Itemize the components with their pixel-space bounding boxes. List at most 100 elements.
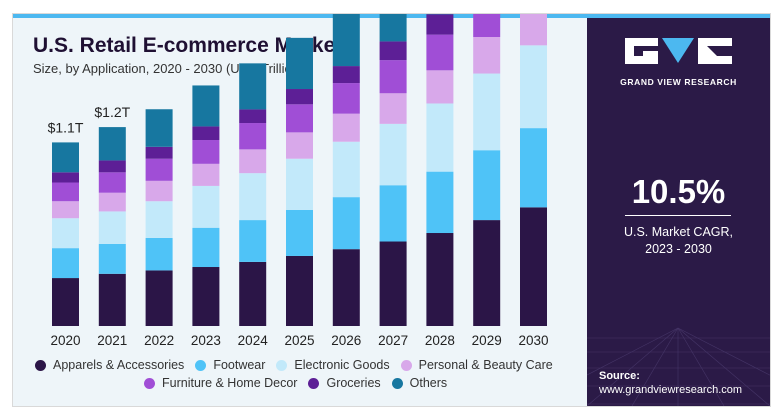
bar-segment-2025-footwear (286, 209, 313, 256)
bar-segment-2027-footwear (379, 185, 407, 242)
bar-segment-2029-furniture-home-decor (473, 14, 501, 37)
bar-segment-2023-others (192, 85, 220, 127)
bar-segment-2022-electronic-goods (145, 201, 173, 238)
legend-label: Footwear (213, 358, 266, 372)
bar-segment-2024-footwear (239, 220, 267, 262)
legend-label: Apparels & Accessories (53, 358, 185, 372)
legend-swatch-icon (195, 359, 207, 371)
bar-segment-2030-personal-beauty-care (520, 14, 547, 46)
legend-label: Electronic Goods (294, 358, 390, 372)
bar-segment-2027-groceries (379, 41, 407, 61)
bar-segment-2022-groceries (145, 146, 173, 159)
bar-segment-2022-footwear (145, 237, 173, 271)
bar-segment-2021-furniture-home-decor (98, 172, 126, 193)
bar-segment-2026-personal-beauty-care (332, 113, 360, 142)
data-label-2020: $1.1T (48, 119, 84, 135)
bar-segment-2027-personal-beauty-care (379, 93, 407, 124)
chart-title: U.S. Retail E-commerce Market (33, 34, 343, 57)
cagr-divider (625, 215, 731, 216)
source-url: www.grandviewresearch.com (599, 384, 743, 396)
bar-segment-2021-others (98, 127, 126, 161)
legend-label: Personal & Beauty Care (418, 358, 553, 372)
cagr-label: U.S. Market CAGR, 2023 - 2030 (587, 224, 770, 258)
bar-segment-2026-groceries (332, 66, 360, 84)
bar-segment-2021-personal-beauty-care (98, 192, 126, 212)
bar-segment-2021-groceries (98, 160, 126, 173)
x-tick-label-2020: 2020 (50, 333, 80, 348)
bar-segment-2024-apparels-accessories (239, 261, 267, 326)
bar-segment-2021-footwear (98, 243, 126, 274)
source-title: Source: (599, 370, 640, 382)
bar-segment-2028-groceries (426, 14, 454, 35)
legend-swatch-icon (400, 359, 412, 371)
bar-segment-2030-footwear (520, 128, 547, 208)
bar-segment-2028-personal-beauty-care (426, 70, 454, 104)
bar-segment-2030-electronic-goods (520, 45, 547, 129)
bar-segment-2027-apparels-accessories (379, 241, 407, 326)
bar-segment-2027-others (379, 14, 407, 42)
cagr-label-line2: 2023 - 2030 (645, 242, 712, 256)
bar-segment-2023-apparels-accessories (192, 267, 220, 326)
bar-segment-2030-apparels-accessories (520, 207, 547, 326)
bar-segment-2026-footwear (332, 197, 360, 250)
legend-swatch-icon (308, 377, 320, 389)
bar-segment-2023-electronic-goods (192, 185, 220, 228)
x-tick-label-2030: 2030 (518, 333, 548, 348)
data-label-2021: $1.2T (94, 104, 130, 120)
legend-item-personal-beauty-care: Personal & Beauty Care (400, 358, 553, 372)
bar-segment-2022-furniture-home-decor (145, 158, 173, 181)
bar-segment-2020-apparels-accessories (52, 278, 79, 326)
grand-view-research-logo (625, 38, 732, 64)
brand-sidebar: GRAND VIEW RESEARCH 10.5% U.S. Market CA… (587, 18, 770, 406)
legend-row-2: Furniture & Home Decor Groceries Others (144, 376, 458, 390)
bar-segment-2024-others (239, 63, 267, 110)
x-tick-label-2029: 2029 (472, 333, 502, 348)
bar-segment-2029-apparels-accessories (473, 220, 501, 326)
legend-item-apparels-accessories: Apparels & Accessories (35, 358, 184, 372)
bar-segment-2020-furniture-home-decor (52, 182, 79, 202)
bar-segment-2020-personal-beauty-care (52, 201, 79, 219)
bar-segment-2022-apparels-accessories (145, 270, 173, 326)
bar-segment-2024-furniture-home-decor (239, 123, 267, 150)
bar-segment-2025-personal-beauty-care (286, 132, 313, 159)
bar-segment-2020-electronic-goods (52, 218, 79, 249)
bar-segment-2027-electronic-goods (379, 123, 407, 186)
bar-segment-2026-furniture-home-decor (332, 83, 360, 114)
bar-segment-2025-apparels-accessories (286, 255, 313, 326)
bar-segment-2028-apparels-accessories (426, 233, 454, 326)
bar-segment-2029-footwear (473, 150, 501, 221)
cagr-value: 10.5% (631, 173, 726, 210)
x-tick-label-2028: 2028 (425, 333, 455, 348)
decorative-grid-floor (587, 327, 770, 406)
legend-label: Groceries (326, 376, 381, 390)
bar-segment-2025-others (286, 37, 313, 90)
legend-item-furniture-home-decor: Furniture & Home Decor (144, 376, 297, 390)
bar-segment-2022-others (145, 109, 173, 147)
chart-card: U.S. Retail E-commerce Market Size, by A… (12, 13, 771, 407)
bar-segment-2020-others (52, 142, 79, 173)
x-tick-label-2021: 2021 (97, 333, 127, 348)
legend-item-groceries: Groceries (308, 376, 381, 390)
bar-segment-2023-furniture-home-decor (192, 140, 220, 164)
bar-segment-2025-electronic-goods (286, 158, 313, 210)
bar-segment-2027-furniture-home-decor (379, 60, 407, 94)
chart-subtitle: Size, by Application, 2020 - 2030 (USD T… (33, 61, 304, 76)
bar-segment-2026-others (332, 14, 360, 67)
brand-name: GRAND VIEW RESEARCH (620, 77, 737, 87)
bar-segment-2020-groceries (52, 172, 79, 183)
bar-segment-2022-personal-beauty-care (145, 180, 173, 202)
legend-swatch-icon (391, 377, 403, 389)
legend-label: Furniture & Home Decor (162, 376, 298, 390)
bar-segment-2024-personal-beauty-care (239, 149, 267, 174)
bar-segment-2028-footwear (426, 171, 454, 234)
bar-segment-2029-personal-beauty-care (473, 37, 501, 74)
legend-item-electronic-goods: Electronic Goods (276, 358, 390, 372)
bar-segment-2029-electronic-goods (473, 73, 501, 151)
legend-row-1: Apparels & Accessories Footwear Electronic… (35, 358, 564, 372)
bar-segment-2025-groceries (286, 89, 313, 105)
legend-swatch-icon (35, 359, 46, 371)
x-tick-label-2022: 2022 (144, 333, 174, 348)
x-tick-label-2026: 2026 (331, 333, 361, 348)
bar-segment-2021-apparels-accessories (98, 273, 126, 326)
bar-segment-2023-footwear (192, 227, 220, 268)
